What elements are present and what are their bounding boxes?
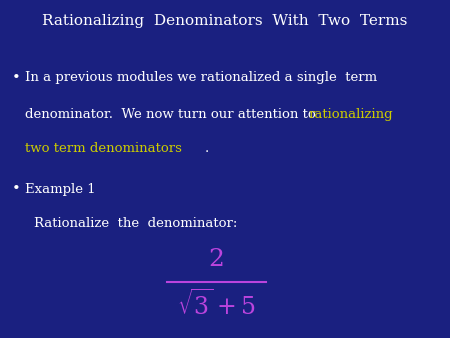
- Text: •: •: [11, 71, 20, 85]
- Text: •: •: [11, 182, 20, 196]
- Text: .: .: [205, 142, 209, 155]
- Text: In a previous modules we rationalized a single  term: In a previous modules we rationalized a …: [25, 71, 377, 84]
- Text: rationalizing: rationalizing: [308, 107, 393, 121]
- Text: $\sqrt{3}+5$: $\sqrt{3}+5$: [177, 290, 255, 320]
- Text: two term denominators: two term denominators: [25, 142, 182, 155]
- Text: Example 1: Example 1: [25, 183, 95, 196]
- Text: denominator.  We now turn our attention to: denominator. We now turn our attention t…: [25, 107, 320, 121]
- Text: $2$: $2$: [208, 248, 224, 271]
- Text: Rationalizing  Denominators  With  Two  Terms: Rationalizing Denominators With Two Term…: [42, 14, 408, 28]
- Text: Rationalize  the  denominator:: Rationalize the denominator:: [34, 217, 237, 231]
